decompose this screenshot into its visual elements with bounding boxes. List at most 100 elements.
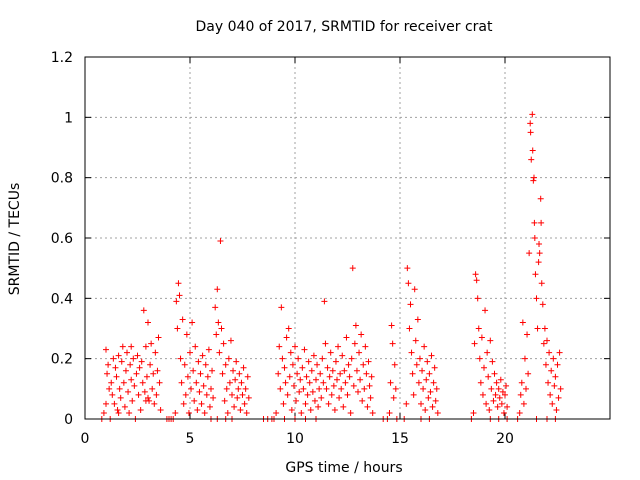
data-point-marker	[100, 409, 107, 416]
data-point-marker	[359, 397, 366, 404]
y-axis-label: SRMTID / TECUs	[7, 183, 23, 296]
data-point-marker	[124, 349, 130, 356]
data-point-marker	[555, 394, 562, 401]
data-point-marker	[229, 391, 235, 398]
data-point-marker	[369, 409, 376, 416]
data-point-marker	[314, 361, 321, 368]
data-point-marker	[545, 379, 552, 386]
data-point-marker	[154, 367, 161, 374]
data-point-marker	[292, 343, 298, 350]
x-tick-label: 10	[286, 431, 304, 447]
data-point-marker	[157, 406, 164, 413]
data-point-marker	[485, 373, 492, 380]
data-point-marker	[185, 409, 192, 416]
data-point-marker	[236, 370, 243, 377]
data-point-marker	[497, 376, 504, 383]
data-point-marker	[203, 391, 210, 398]
data-point-marker	[351, 340, 358, 347]
data-point-marker	[311, 397, 318, 404]
data-point-marker	[329, 367, 336, 374]
data-point-marker	[209, 367, 216, 374]
data-point-marker	[319, 355, 326, 362]
grid-lines	[85, 57, 610, 419]
data-point-marker	[201, 409, 208, 416]
data-point-marker	[556, 349, 563, 356]
data-point-marker	[105, 361, 112, 368]
data-point-marker	[504, 403, 511, 410]
data-point-marker	[356, 349, 363, 356]
data-point-marker	[278, 304, 285, 311]
data-point-marker	[117, 394, 124, 401]
data-point-marker	[524, 331, 531, 338]
data-point-marker	[407, 301, 414, 308]
data-point-marker	[305, 358, 312, 365]
data-point-marker	[235, 385, 242, 392]
data-point-marker	[366, 382, 373, 389]
data-point-marker	[427, 388, 434, 395]
data-point-marker	[343, 334, 350, 341]
data-point-marker	[551, 382, 558, 389]
data-point-marker	[489, 358, 496, 365]
data-point-marker	[127, 361, 134, 368]
data-point-marker	[364, 403, 371, 410]
data-point-marker	[321, 298, 328, 305]
data-point-marker	[552, 373, 559, 380]
data-point-marker	[542, 361, 549, 368]
data-point-marker	[297, 376, 304, 383]
data-point-marker	[487, 337, 494, 344]
data-point-marker	[548, 367, 555, 374]
data-point-marker	[325, 400, 332, 407]
data-point-marker	[111, 400, 118, 407]
data-point-marker	[346, 373, 353, 380]
data-point-marker	[273, 409, 280, 416]
data-point-marker	[363, 370, 370, 377]
data-point-marker	[418, 400, 424, 407]
data-point-marker	[481, 364, 487, 371]
data-point-marker	[115, 352, 122, 359]
data-point-marker	[244, 373, 251, 380]
data-point-marker	[429, 403, 436, 410]
data-point-marker	[217, 238, 224, 245]
data-point-marker	[155, 334, 162, 341]
data-point-marker	[208, 385, 214, 392]
data-point-marker	[280, 400, 287, 407]
data-point-marker	[433, 385, 440, 392]
data-point-marker	[136, 364, 143, 371]
data-point-marker	[313, 376, 319, 383]
data-point-marker	[526, 250, 533, 257]
data-point-marker	[523, 385, 529, 392]
data-point-marker	[310, 352, 317, 359]
data-point-marker	[156, 379, 163, 386]
data-point-marker	[285, 325, 292, 332]
data-point-marker	[145, 319, 151, 326]
data-point-marker	[529, 111, 536, 118]
data-point-marker	[535, 259, 542, 266]
data-point-marker	[428, 352, 435, 359]
data-point-marker	[191, 397, 198, 404]
data-point-marker	[347, 409, 354, 416]
data-point-marker	[322, 340, 329, 347]
data-point-marker	[495, 385, 502, 392]
data-point-marker	[223, 385, 230, 392]
data-point-marker	[494, 403, 501, 410]
data-point-marker	[403, 400, 410, 407]
data-point-marker	[484, 349, 491, 356]
data-point-marker	[530, 177, 537, 184]
data-point-marker	[521, 355, 528, 362]
data-point-marker	[531, 235, 538, 241]
data-point-marker	[121, 403, 128, 410]
x-tick-label: 20	[496, 431, 514, 447]
data-point-marker	[298, 409, 305, 416]
data-point-marker	[230, 367, 237, 374]
data-point-marker	[550, 355, 557, 362]
x-axis-label: GPS time / hours	[285, 460, 402, 476]
data-point-marker	[227, 337, 234, 344]
data-point-marker	[145, 394, 151, 401]
data-point-marker	[331, 406, 338, 413]
data-point-marker	[221, 397, 228, 404]
data-point-marker	[222, 361, 229, 368]
data-point-marker	[547, 391, 554, 398]
data-point-marker	[365, 358, 372, 365]
data-point-marker	[218, 325, 225, 332]
data-point-marker	[212, 304, 219, 311]
